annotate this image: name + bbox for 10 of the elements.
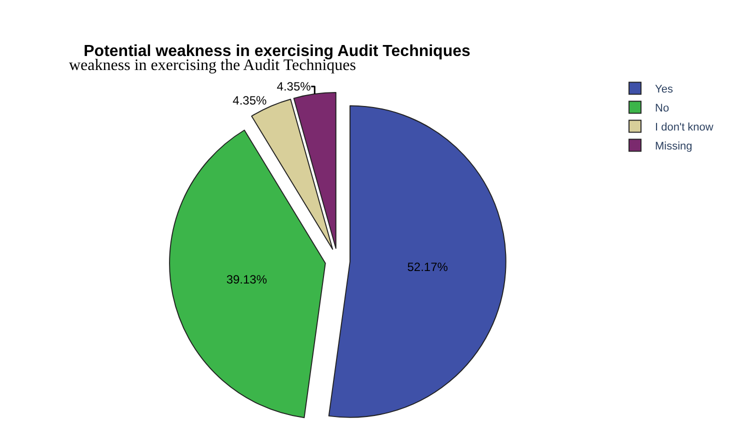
text: weakness in exercising the Audit Techniques — [69, 57, 356, 74]
legend-label: Missing — [655, 140, 692, 152]
chart-title: Potential weakness in exercising Audit Techniques — [84, 43, 471, 60]
data-label: 52.17% — [407, 260, 448, 274]
data-label: 39.13% — [226, 272, 268, 287]
legend-label: No — [655, 102, 670, 114]
legend-label: I don't know — [655, 121, 714, 134]
data-label: 4.35% — [276, 79, 312, 94]
legend-label: Yes — [655, 83, 674, 96]
data-label: 4.35% — [232, 93, 267, 108]
